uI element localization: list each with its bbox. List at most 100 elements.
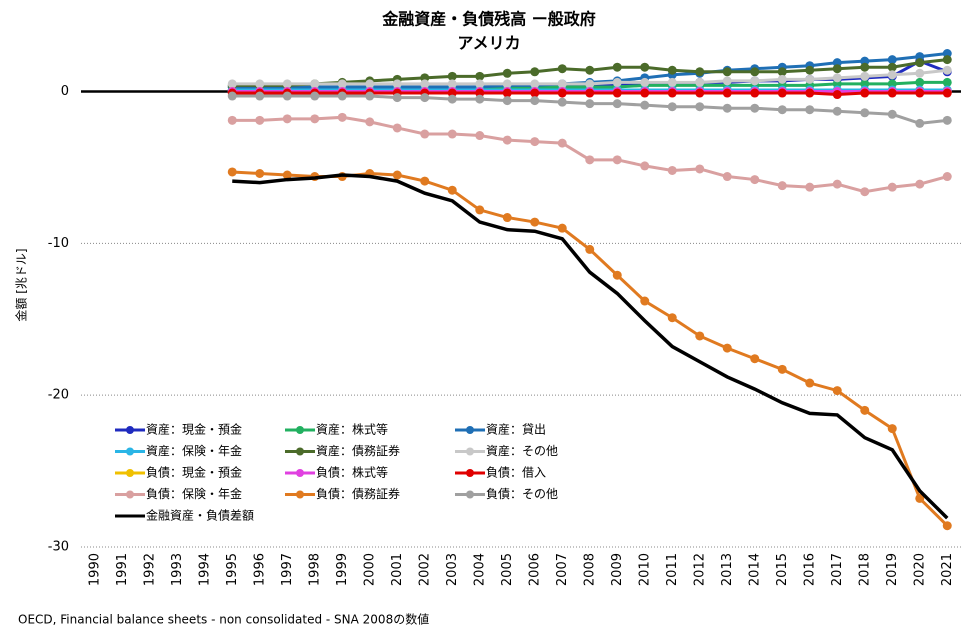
marker: [530, 88, 540, 98]
x-tick-label: 2020: [912, 553, 927, 586]
x-tick-label: 2017: [830, 553, 845, 586]
legend-item: 金融資産・負債差額: [115, 508, 254, 523]
marker: [832, 386, 842, 396]
marker: [777, 67, 787, 77]
x-tick-label: 2002: [417, 553, 432, 586]
marker: [557, 79, 567, 89]
series: [227, 112, 952, 197]
marker: [365, 91, 375, 101]
marker: [860, 187, 870, 197]
x-tick-label: 2015: [775, 553, 790, 586]
marker: [282, 114, 292, 124]
marker: [695, 88, 705, 98]
x-tick-label: 1998: [307, 553, 322, 586]
marker: [530, 217, 540, 227]
marker: [612, 88, 622, 98]
marker: [337, 91, 347, 101]
marker: [777, 74, 787, 84]
marker: [337, 79, 347, 89]
marker: [750, 67, 760, 77]
marker: [475, 79, 485, 89]
marker: [750, 354, 760, 364]
legend-item: 資産：その他: [455, 443, 558, 458]
marker: [447, 129, 457, 139]
marker: [942, 55, 952, 65]
y-tick-label: -10: [48, 236, 69, 251]
marker: [915, 493, 925, 503]
marker: [447, 79, 457, 89]
legend-item: 負債：その他: [455, 486, 558, 501]
x-tick-label: 1997: [280, 553, 295, 586]
marker: [942, 65, 952, 75]
marker: [585, 79, 595, 89]
x-tick-label: 1992: [142, 553, 157, 586]
marker: [530, 137, 540, 147]
x-tick-label: 2009: [610, 553, 625, 586]
marker: [750, 175, 760, 185]
marker: [310, 114, 320, 124]
marker: [557, 138, 567, 148]
marker: [667, 88, 677, 98]
marker: [942, 172, 952, 182]
marker: [942, 77, 952, 87]
marker: [420, 93, 430, 103]
legend-marker: [466, 490, 474, 499]
marker: [942, 521, 952, 531]
marker: [420, 176, 430, 186]
legend-label: 資産：株式等: [316, 422, 388, 437]
marker: [365, 79, 375, 89]
marker: [612, 77, 622, 87]
marker: [530, 96, 540, 106]
marker: [695, 77, 705, 87]
legend-marker: [126, 469, 134, 477]
legend-label: 負債：その他: [486, 486, 558, 501]
series: [227, 88, 952, 100]
legend-label: 資産：その他: [486, 443, 558, 458]
marker: [475, 131, 485, 141]
marker: [860, 62, 870, 72]
marker: [585, 99, 595, 109]
marker: [640, 88, 650, 98]
x-tick-label: 2005: [500, 553, 515, 586]
marker: [420, 79, 430, 89]
marker: [832, 90, 842, 100]
marker: [805, 65, 815, 75]
marker: [887, 182, 897, 192]
legend-label: 資産：保険・年金: [146, 443, 242, 458]
marker: [502, 68, 512, 78]
marker: [227, 167, 237, 177]
legend-item: 負債：現金・預金: [115, 465, 242, 480]
legend-label: 資産：現金・預金: [146, 422, 242, 437]
x-tick-label: 2003: [445, 553, 460, 586]
marker: [502, 96, 512, 106]
marker: [310, 91, 320, 101]
marker: [695, 67, 705, 77]
marker: [805, 105, 815, 115]
marker: [942, 88, 952, 98]
marker: [915, 58, 925, 68]
x-tick-label: 2018: [857, 553, 872, 586]
x-tick-label: 2000: [362, 553, 377, 586]
legend-marker: [466, 447, 474, 456]
marker: [915, 77, 925, 87]
marker: [585, 244, 595, 254]
x-tick-label: 2014: [747, 553, 762, 586]
marker: [750, 103, 760, 113]
marker: [530, 67, 540, 77]
x-tick-label: 2013: [720, 553, 735, 586]
x-tick-label: 2008: [582, 553, 597, 586]
marker: [942, 115, 952, 125]
x-tick-label: 1990: [87, 553, 102, 586]
marker: [887, 109, 897, 119]
marker: [832, 106, 842, 116]
x-tick-label: 2006: [527, 553, 542, 586]
marker: [887, 62, 897, 72]
marker: [860, 88, 870, 98]
marker: [475, 205, 485, 215]
marker: [860, 71, 870, 81]
legend-item: 資産：債務証券: [285, 443, 400, 458]
x-tick-label: 2011: [665, 553, 680, 586]
marker: [722, 103, 732, 113]
marker: [640, 161, 650, 171]
